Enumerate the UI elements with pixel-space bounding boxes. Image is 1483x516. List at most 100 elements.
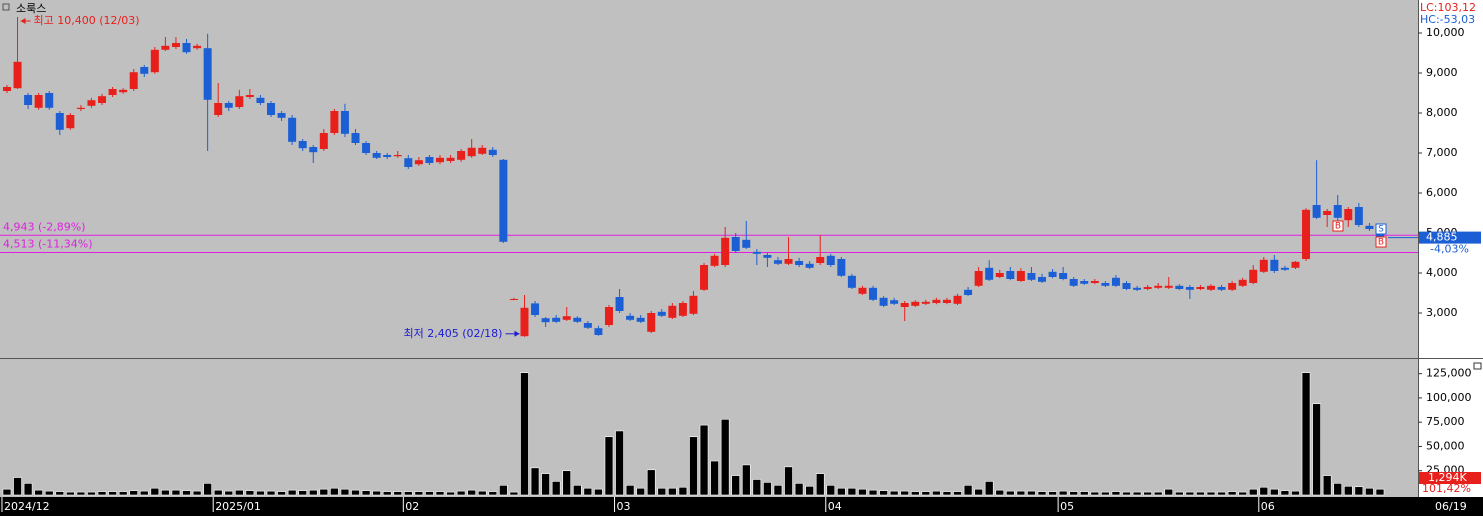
- volume-bar: [668, 487, 677, 496]
- candle-body: [583, 323, 592, 328]
- volume-bar: [636, 487, 645, 496]
- volume-bar: [530, 467, 540, 496]
- candle-body: [55, 113, 64, 130]
- candle-body: [1080, 281, 1089, 284]
- volume-bar: [1027, 490, 1036, 496]
- candle-body: [847, 275, 856, 288]
- candle-body: [288, 117, 297, 142]
- volume-bar: [499, 484, 508, 496]
- candle-body: [731, 237, 740, 251]
- volume-bar: [224, 490, 234, 496]
- candle-body: [1154, 285, 1163, 288]
- volume-bar: [330, 487, 339, 496]
- candle-body: [298, 141, 307, 149]
- candle-body: [13, 61, 22, 89]
- candle-body: [921, 301, 930, 304]
- candle-body: [34, 95, 43, 108]
- candle-body: [309, 147, 318, 153]
- volume-bar: [1365, 487, 1374, 496]
- candle-body: [1280, 267, 1289, 270]
- candle-body: [1027, 273, 1036, 280]
- candle-body: [1059, 273, 1068, 279]
- candle-body: [562, 316, 571, 320]
- volume-bar: [213, 489, 223, 496]
- volume-bar: [319, 488, 329, 496]
- date-bar: [0, 497, 1483, 516]
- volume-bar: [182, 490, 191, 496]
- candle-body: [826, 255, 835, 265]
- candle-body: [1143, 287, 1152, 289]
- candle-body: [161, 45, 170, 50]
- candle-body: [647, 313, 656, 332]
- reference-label: 4,943 (-2,89%): [3, 220, 85, 233]
- volume-bar: [1301, 372, 1311, 496]
- chart-title: 소룩스: [16, 2, 46, 15]
- panel-icon[interactable]: [2, 3, 10, 11]
- candle-body: [1312, 205, 1321, 218]
- candle-body: [1133, 287, 1142, 290]
- volume-bar: [477, 490, 487, 496]
- candle-body: [256, 97, 265, 103]
- indicator: LC:103,12: [1420, 1, 1476, 14]
- candle-body: [1090, 281, 1099, 283]
- volume-bar: [1164, 488, 1174, 496]
- volume-bar: [161, 489, 170, 496]
- volume-bar: [1101, 491, 1110, 496]
- volume-bar: [66, 491, 75, 496]
- indicator: HC:-53,03: [1420, 13, 1475, 26]
- volume-bar: [23, 483, 33, 496]
- volume-bar: [1037, 491, 1047, 496]
- candle-body: [678, 303, 687, 316]
- candle-body: [531, 303, 540, 315]
- volume-bar: [889, 490, 899, 496]
- volume-bar: [763, 482, 772, 496]
- volume-bar: [784, 466, 793, 496]
- volume-bar: [1312, 403, 1321, 496]
- price-change: -4,03%: [1430, 243, 1469, 256]
- volume-bar: [446, 491, 455, 496]
- candle-body: [66, 115, 75, 129]
- candle-body: [362, 143, 371, 153]
- candle-body: [1016, 271, 1025, 281]
- volume-bar: [837, 487, 846, 496]
- volume-bar: [562, 470, 572, 496]
- candle-body: [45, 93, 54, 108]
- volume-bar: [826, 484, 836, 496]
- candle-body: [1048, 271, 1057, 277]
- volume-bar: [720, 418, 730, 496]
- volume-bar: [1217, 491, 1226, 496]
- candle-body: [636, 317, 645, 322]
- volume-bar: [1227, 491, 1237, 496]
- candle-body: [879, 297, 888, 306]
- volume-bar: [44, 490, 54, 496]
- y-tick-label: 125,000: [1426, 367, 1472, 380]
- candle-body: [76, 107, 85, 109]
- volume-bar: [308, 489, 318, 496]
- y-tick-label: 3,000: [1426, 306, 1458, 319]
- reference-label: 4,513 (-11,34%): [3, 237, 92, 250]
- candle-body: [171, 43, 180, 47]
- candle-body: [1069, 279, 1078, 286]
- candle-body: [657, 311, 666, 316]
- candle-body: [1238, 279, 1247, 286]
- candle-body: [573, 317, 582, 322]
- candle-body: [837, 259, 846, 276]
- plot-background: [0, 0, 1418, 497]
- volume-bar: [1270, 488, 1279, 496]
- volume-bar: [382, 491, 392, 496]
- volume-bar: [235, 489, 244, 496]
- signal: B: [1378, 238, 1384, 248]
- candle-body: [351, 133, 360, 143]
- x-tick-label: 2024/12: [4, 500, 50, 513]
- panel-icon[interactable]: [1473, 362, 1482, 370]
- volume-bar: [678, 486, 688, 496]
- x-tick-label: 03: [617, 500, 631, 513]
- volume-bar: [815, 473, 825, 496]
- candle-body: [425, 157, 434, 163]
- y-tick-label: 100,000: [1426, 391, 1472, 404]
- volume-bar: [551, 481, 561, 496]
- volume-bar: [1343, 485, 1353, 496]
- candle-body: [1185, 287, 1194, 290]
- candle-body: [1291, 261, 1300, 268]
